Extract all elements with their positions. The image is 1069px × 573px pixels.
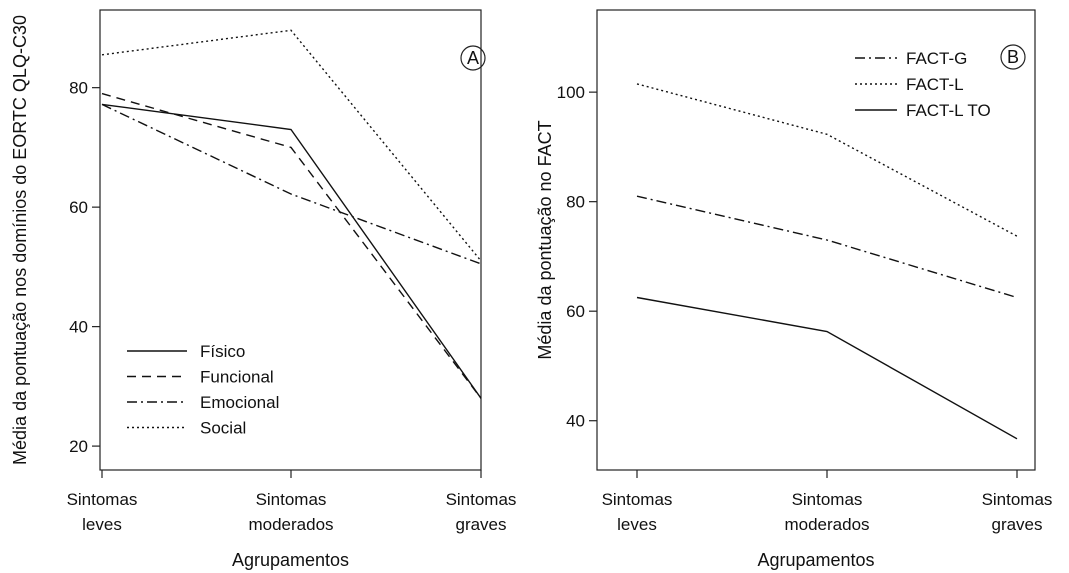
panel-a-x-tick-label: graves <box>455 515 506 534</box>
panel-b-legend-label: FACT-G <box>906 49 967 68</box>
panel-a-series-line <box>101 92 482 399</box>
panel-a-label: A <box>467 48 479 68</box>
panel-a-series-line <box>101 103 482 399</box>
panel-a-series-line <box>101 103 482 265</box>
panel-b-x-tick-label: Sintomas <box>982 490 1053 509</box>
panel-b-series-line <box>636 296 1018 440</box>
panel-a-legend-label: Emocional <box>200 393 279 412</box>
panel-b-plot-frame <box>596 9 1036 471</box>
panel-b-legend-label: FACT-L <box>906 75 964 94</box>
panel-a-legend-label: Social <box>200 419 246 438</box>
panel-b-chart: 40 60 80 100 Sintomas leves Sintomas moderados S… <box>535 9 1053 570</box>
panel-b-y-tick-label: 40 <box>566 412 585 431</box>
panel-b-y-tick-label: 60 <box>566 302 585 321</box>
panel-a-legend-label: Físico <box>200 342 245 361</box>
panel-a-plot-frame <box>99 9 482 471</box>
panel-a-label-circle <box>460 45 486 71</box>
panel-b-x-tick-label: Sintomas <box>792 490 863 509</box>
panel-a-x-tick-label: Sintomas <box>67 490 138 509</box>
panel-b-label-circle <box>1000 44 1026 70</box>
panel-b-x-tick-label: Sintomas <box>602 490 673 509</box>
panel-b-y-axis-title: Média da pontuação no FACT <box>535 120 555 359</box>
panel-b-y-tick-label: 100 <box>557 83 585 102</box>
panel-b-series-line <box>636 83 1018 237</box>
panel-b-x-tick-label: graves <box>991 515 1042 534</box>
panel-a-y-tick-label: 80 <box>69 79 88 98</box>
panel-b-label: B <box>1007 47 1019 67</box>
panel-b-x-tick-label: moderados <box>784 515 869 534</box>
panel-a-x-tick-label: leves <box>82 515 122 534</box>
panel-a-legend-label: Funcional <box>200 368 274 387</box>
panel-a-x-tick-label: moderados <box>248 515 333 534</box>
panel-b-y-tick-label: 80 <box>566 193 585 212</box>
panel-a-chart: 20 40 60 80 Sintomas leves Sintomas moderados Si… <box>10 9 517 570</box>
panel-a-y-tick-label: 20 <box>69 437 88 456</box>
panel-b-legend-label: FACT-L TO <box>906 101 991 120</box>
panel-a-x-tick-label: Sintomas <box>446 490 517 509</box>
panel-b-x-axis-title: Agrupamentos <box>757 550 874 570</box>
panel-a-series-line <box>101 29 482 262</box>
panel-a-y-tick-label: 40 <box>69 318 88 337</box>
panel-a-y-tick-label: 60 <box>69 198 88 217</box>
panel-b-series-line <box>636 195 1018 299</box>
panel-b-x-tick-label: leves <box>617 515 657 534</box>
panel-a-y-axis-title: Média da pontuação nos domínios do EORTC… <box>10 15 30 465</box>
panel-a-x-tick-label: Sintomas <box>256 490 327 509</box>
panel-a-x-axis-title: Agrupamentos <box>232 550 349 570</box>
